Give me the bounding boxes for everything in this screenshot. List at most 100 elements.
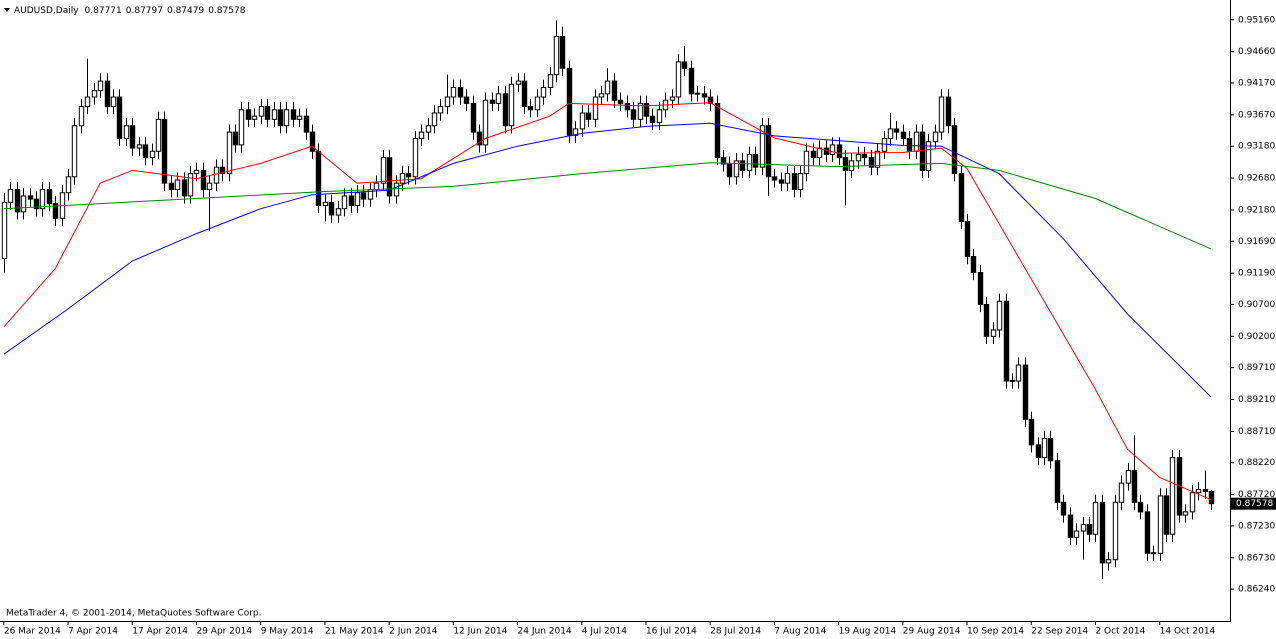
x-tick-label: 12 Jun 2014 — [453, 627, 507, 637]
candle-body — [1092, 501, 1099, 535]
price-label: 0.87578 — [1236, 499, 1273, 509]
candle-body — [431, 112, 438, 127]
candle-body — [136, 144, 143, 149]
candle-body — [354, 192, 361, 207]
candle-body — [303, 115, 310, 133]
candle-body — [450, 86, 457, 98]
candle-body — [964, 220, 971, 258]
candle-body — [226, 131, 233, 175]
candle-body — [765, 125, 772, 178]
candle-body — [720, 157, 727, 165]
candle-body — [174, 179, 181, 191]
x-tick-label: 2 Jun 2014 — [389, 627, 438, 637]
x-tick-label: 19 Aug 2014 — [839, 627, 897, 637]
candle-body — [97, 80, 104, 92]
open-value: 0.87771 — [85, 6, 122, 16]
candle-body — [213, 166, 220, 184]
candle-body — [771, 176, 778, 181]
candle-body — [990, 329, 997, 337]
candle-body — [1028, 418, 1035, 446]
candle-body — [219, 166, 226, 175]
y-tick-label: 0.87720 — [1238, 490, 1275, 500]
candle-body — [14, 189, 21, 213]
candle-body — [816, 147, 823, 159]
candle-body — [1125, 469, 1132, 484]
price-label-box — [1231, 497, 1276, 510]
candle-body — [572, 128, 579, 136]
candle-body — [258, 106, 265, 117]
x-tick-label: 21 May 2014 — [325, 627, 384, 637]
candle-body — [168, 182, 175, 191]
candle-body — [784, 173, 791, 184]
candle-body — [1009, 379, 1016, 382]
candle-body — [277, 109, 284, 127]
x-tick-label: 26 Mar 2014 — [4, 627, 61, 637]
candle-body — [855, 153, 862, 162]
candle-body — [84, 96, 91, 108]
candle-body — [945, 96, 952, 127]
candle-body — [791, 173, 798, 191]
candle-body — [714, 102, 721, 159]
symbol: AUDUSD,Daily — [14, 6, 79, 16]
candle-body — [900, 131, 907, 139]
candle-body — [1003, 300, 1010, 382]
candle-body — [110, 96, 117, 108]
candle-body — [187, 173, 194, 197]
candle-body — [1067, 514, 1074, 538]
candle-body — [836, 144, 843, 159]
candle-body — [463, 96, 470, 104]
candle-body — [206, 182, 213, 191]
candle-body — [958, 173, 965, 222]
y-tick-label: 0.91190 — [1238, 269, 1275, 279]
candle-body — [46, 189, 53, 205]
candle-body — [1169, 457, 1176, 535]
candle-body — [1, 201, 8, 259]
candle-body — [495, 93, 502, 104]
candle-body — [925, 141, 932, 171]
candle-body — [393, 182, 400, 197]
candle-body — [149, 150, 156, 159]
candle-body — [309, 131, 316, 152]
candle-body — [437, 106, 444, 114]
candle-body — [91, 90, 98, 98]
candle-body — [502, 93, 509, 127]
candle-body — [39, 189, 46, 210]
candle-body — [1112, 501, 1119, 561]
candle-body — [238, 109, 245, 146]
candle-body — [1047, 437, 1054, 462]
candle-body — [733, 160, 740, 178]
candle-body — [624, 102, 631, 111]
candle-body — [1137, 501, 1144, 513]
candle-body — [360, 192, 367, 200]
candle-body — [778, 179, 785, 184]
candle-body — [399, 173, 406, 184]
candle-body — [803, 150, 810, 175]
candle-body — [996, 300, 1003, 331]
candle-body — [1202, 489, 1209, 492]
candle-body — [425, 125, 432, 133]
menu-triangle[interactable] — [4, 8, 10, 12]
candle-body — [1041, 437, 1048, 459]
candle-body — [1131, 469, 1138, 503]
candle-body — [412, 137, 419, 178]
candle-body — [1189, 492, 1196, 513]
candle-body — [752, 153, 759, 168]
candle-body — [508, 83, 515, 127]
x-tick-label: 22 Sep 2014 — [1031, 627, 1088, 637]
candle-body — [701, 93, 708, 98]
x-tick-label: 7 Aug 2014 — [774, 627, 826, 637]
candle-body — [1073, 530, 1080, 538]
candle-body — [52, 203, 59, 219]
candle-body — [527, 106, 534, 111]
candle-body — [649, 115, 656, 124]
y-tick-label: 0.91690 — [1238, 237, 1275, 247]
candle-body — [842, 157, 849, 171]
candle-body — [245, 109, 252, 120]
candle-body — [328, 201, 335, 216]
candle-body — [290, 109, 297, 120]
candle-body — [322, 201, 329, 207]
candle-body — [515, 80, 522, 85]
candle-body — [1015, 364, 1022, 382]
